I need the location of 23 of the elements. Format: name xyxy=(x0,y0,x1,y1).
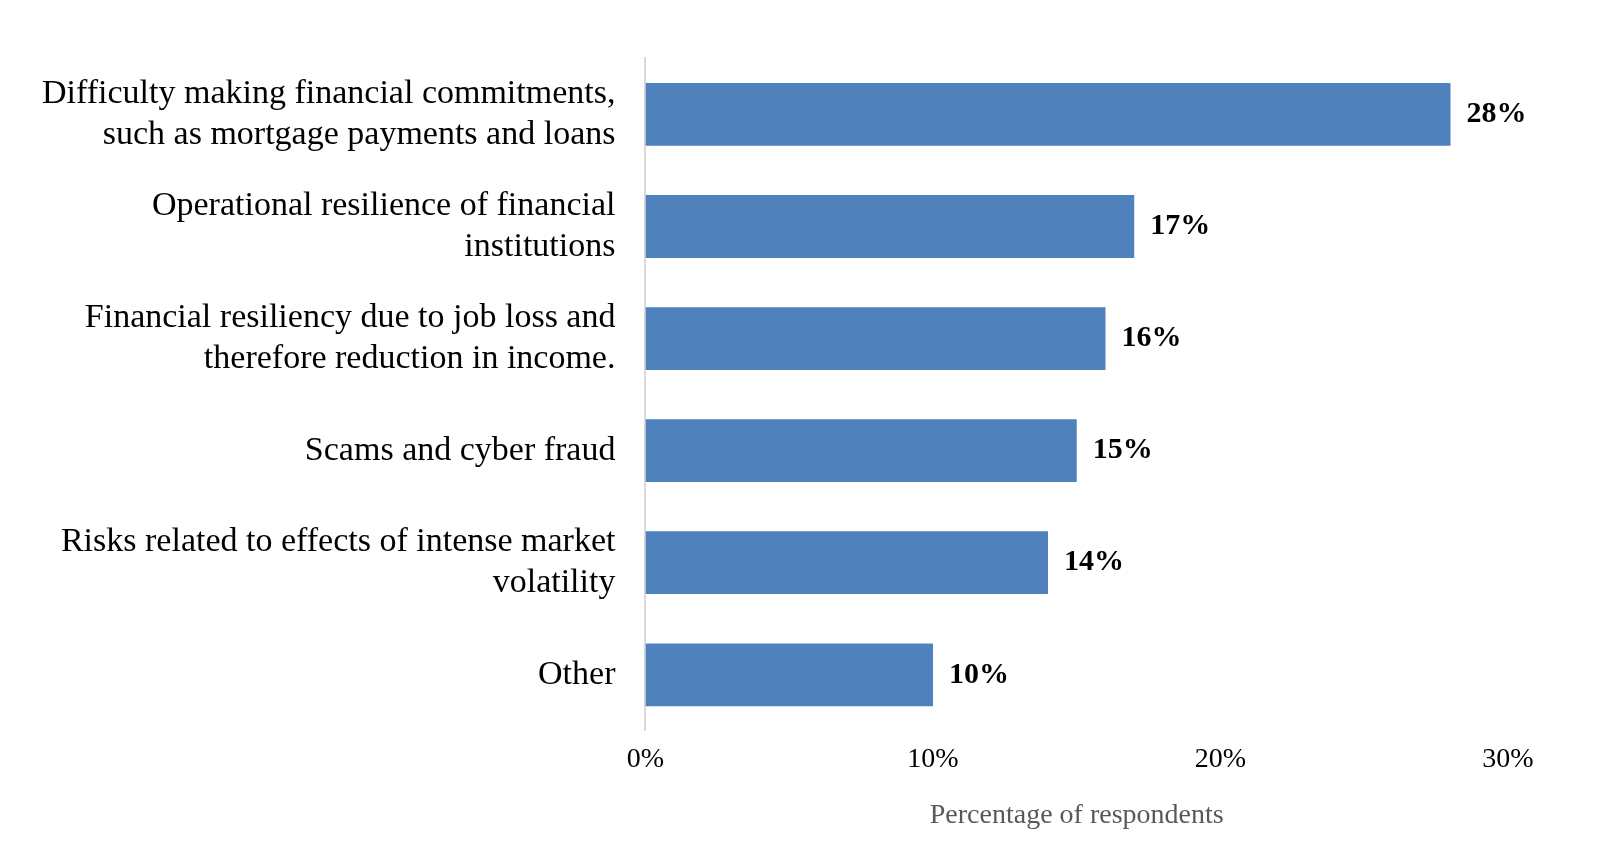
bar xyxy=(645,307,1106,370)
bar xyxy=(645,531,1048,595)
x-tick-label: 30% xyxy=(1482,741,1534,773)
x-axis-title: Percentage of respondents xyxy=(929,797,1224,829)
data-label: 16% xyxy=(1121,319,1182,353)
data-label: 10% xyxy=(948,655,1009,689)
bar xyxy=(645,195,1135,258)
x-tick-label: 20% xyxy=(1194,741,1247,773)
bar xyxy=(645,643,933,707)
data-label: 17% xyxy=(1150,207,1211,241)
data-label: 15% xyxy=(1092,431,1153,465)
data-label: 28% xyxy=(1466,95,1527,129)
y-tick-label: Difficulty making financial commitments, such as mortgage payments and loans xyxy=(42,72,616,151)
bar xyxy=(645,419,1077,483)
y-tick-label: Financial resiliency due to job loss and therefore reduction in income. xyxy=(84,297,616,375)
y-tick-label: Risks related to effects of intense market volatility xyxy=(60,521,617,600)
y-tick-label: Other xyxy=(538,653,617,691)
x-tick-label: 10% xyxy=(907,741,959,773)
bar xyxy=(645,83,1451,146)
x-tick-label: 0% xyxy=(626,741,665,773)
data-label: 14% xyxy=(1063,543,1124,577)
y-tick-label: Scams and cyber fraud xyxy=(304,429,616,467)
y-tick-label: Operational resilience of financial institutions xyxy=(151,185,616,263)
